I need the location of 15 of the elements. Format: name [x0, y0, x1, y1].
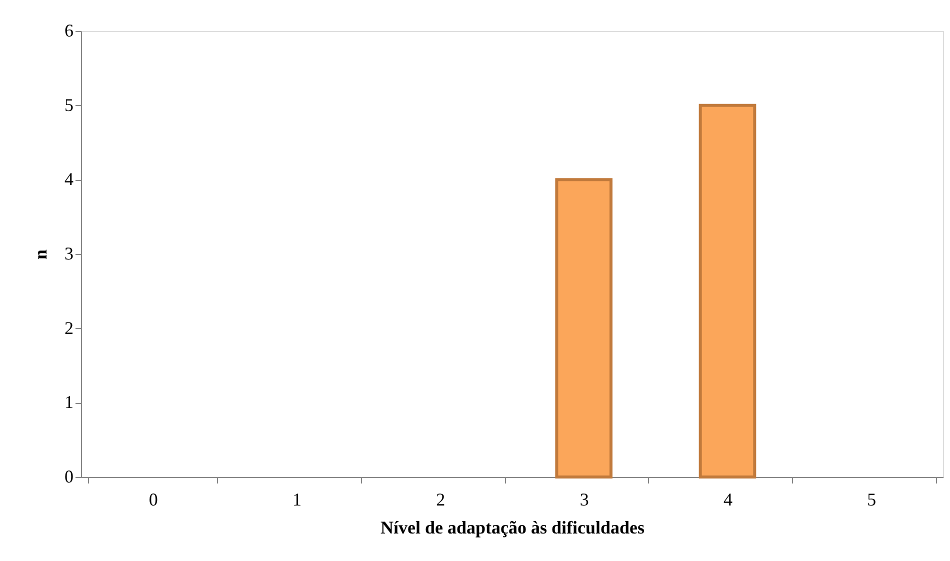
y-tick-label: 4	[64, 169, 74, 190]
x-axis-title: Nível de adaptação às dificuldades	[380, 518, 645, 538]
y-tick-label: 6	[64, 20, 74, 40]
y-tick-label: 5	[64, 94, 74, 115]
y-tick-label: 0	[64, 466, 74, 486]
y-tick-label: 2	[64, 318, 74, 338]
y-tick-label: 3	[64, 244, 74, 264]
y-tick-label: 1	[64, 392, 74, 412]
x-tick-label: 1	[292, 490, 302, 510]
x-tick-label: 5	[867, 490, 876, 510]
y-axis-title: n	[30, 249, 50, 260]
x-tick-label: 2	[436, 490, 446, 510]
x-tick-label: 4	[724, 490, 732, 510]
x-tick-label: 3	[580, 490, 589, 510]
x-tick-label: 0	[148, 490, 158, 510]
